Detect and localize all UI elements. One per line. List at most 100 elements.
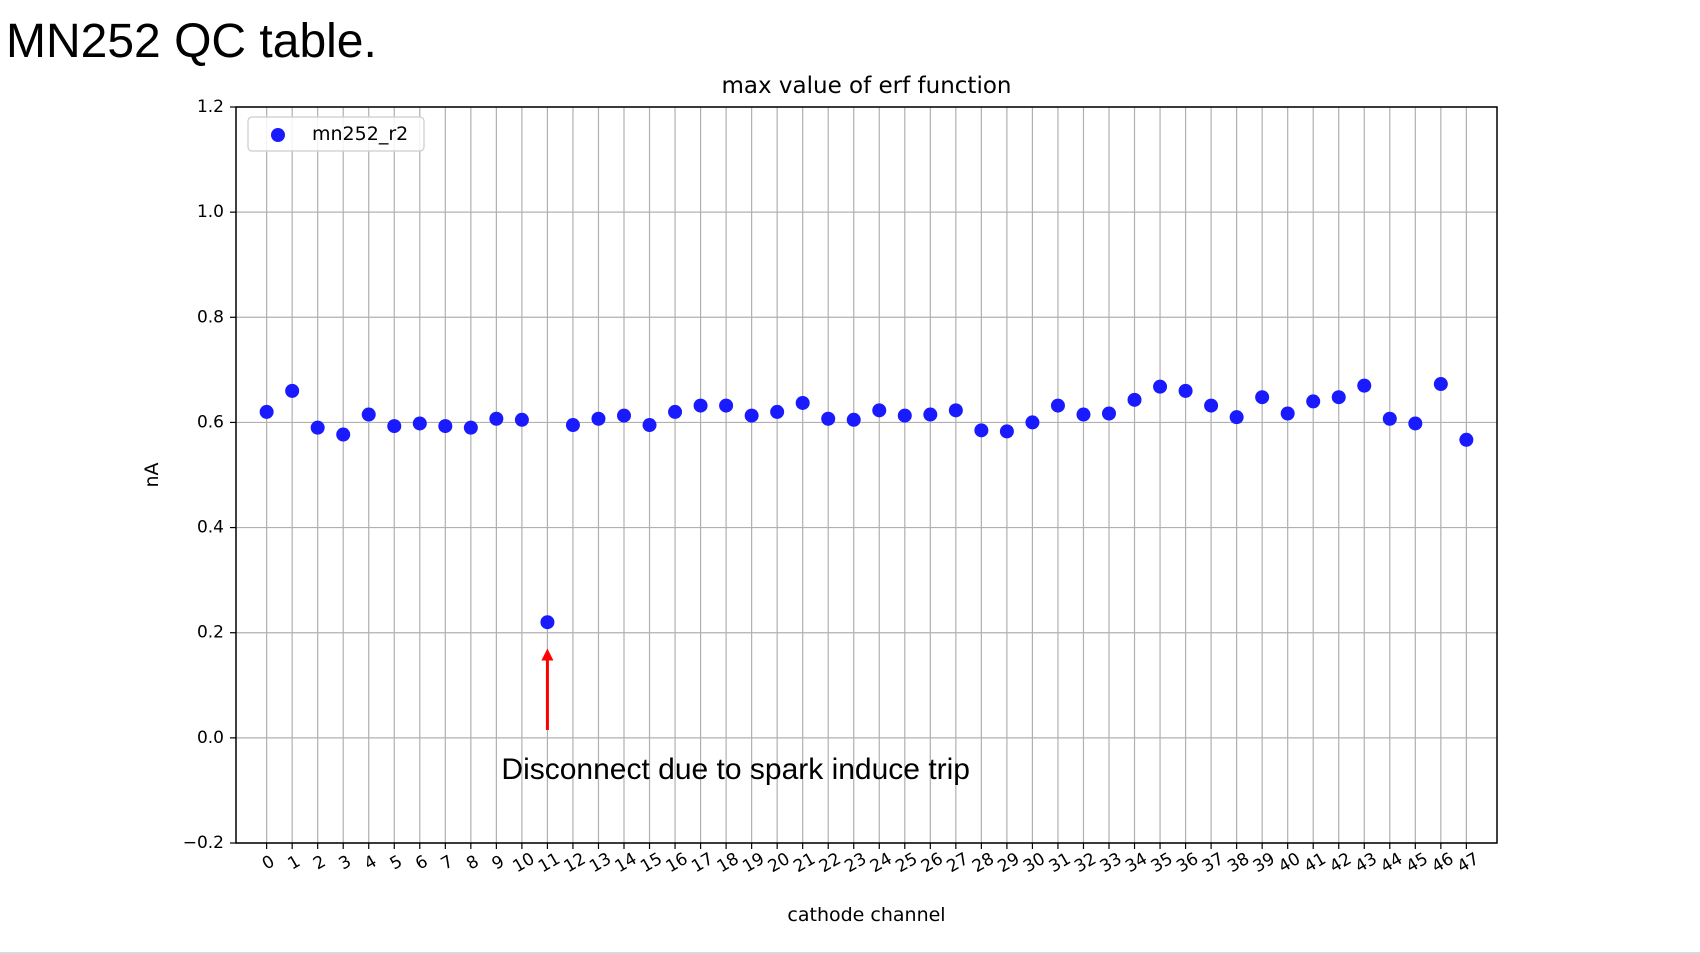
data-point	[463, 420, 478, 435]
x-tick-label: 41	[1301, 849, 1330, 877]
x-tick-label: 37	[1199, 849, 1228, 877]
plot-frame	[235, 106, 1498, 844]
x-tick-label: 13	[586, 849, 615, 877]
y-tick-label: 1.0	[197, 202, 224, 222]
x-tick-label: 27	[943, 849, 972, 877]
data-point	[642, 418, 657, 433]
x-axis: 0 1 2 3 4 5 6 7 8 9 101112131415161718192021222324…	[259, 843, 1483, 877]
x-tick-label: 42	[1326, 849, 1355, 877]
x-tick-label: 7	[438, 852, 457, 875]
data-point	[1382, 411, 1397, 426]
x-tick-label: 6	[412, 852, 431, 875]
data-point	[591, 411, 606, 426]
x-tick-label: 19	[739, 849, 768, 877]
grid	[236, 106, 1497, 844]
x-tick-label: 36	[1173, 849, 1202, 877]
y-tick-label: 0.0	[197, 728, 224, 748]
x-tick-label: 9	[489, 852, 508, 875]
data-points	[259, 377, 1474, 630]
data-point	[872, 403, 887, 418]
x-tick-label: 18	[714, 849, 743, 877]
x-tick-label: 24	[867, 849, 896, 877]
data-point	[1408, 416, 1423, 431]
data-point	[285, 383, 300, 398]
x-tick-label: 8	[463, 852, 482, 875]
legend-box	[247, 116, 425, 152]
data-point	[693, 398, 708, 413]
x-tick-label: 22	[816, 849, 845, 877]
x-tick-label: 4	[361, 852, 380, 875]
data-point	[1229, 410, 1244, 425]
data-point	[1076, 407, 1091, 422]
data-point	[1433, 377, 1448, 392]
x-tick-label: 20	[765, 849, 794, 877]
data-point	[668, 404, 683, 419]
x-tick-label: 15	[637, 849, 666, 877]
data-point	[1357, 378, 1372, 393]
x-tick-label: 11	[535, 849, 564, 877]
x-tick-label: 1	[284, 852, 303, 875]
x-tick-label: 28	[969, 849, 998, 877]
legend-label: mn252_r2	[312, 123, 408, 145]
x-tick-label: 21	[790, 849, 819, 877]
data-point	[1459, 432, 1474, 447]
x-tick-label: 30	[1020, 849, 1049, 877]
x-tick-label: 0	[259, 852, 278, 875]
x-axis-label: cathode channel	[787, 904, 945, 926]
data-point	[387, 419, 402, 434]
data-point	[1204, 398, 1219, 413]
data-point	[310, 420, 325, 435]
x-tick-label: 33	[1097, 849, 1126, 877]
data-point	[974, 423, 989, 438]
data-point	[489, 411, 504, 426]
x-tick-label: 47	[1454, 849, 1483, 877]
y-tick-label: 0.2	[197, 623, 224, 643]
x-tick-label: 23	[841, 849, 870, 877]
data-point	[565, 418, 580, 433]
data-point	[897, 408, 912, 423]
x-tick-label: 32	[1071, 849, 1100, 877]
data-point	[999, 424, 1014, 439]
data-point	[361, 407, 376, 422]
data-point	[336, 427, 351, 442]
data-point	[1306, 394, 1321, 409]
data-point	[617, 408, 631, 423]
y-tick-label: −0.2	[183, 833, 224, 853]
x-tick-label: 35	[1148, 849, 1177, 877]
x-tick-label: 5	[387, 852, 406, 875]
data-point	[821, 411, 836, 426]
data-point	[1280, 406, 1295, 421]
data-point	[770, 404, 785, 419]
data-point	[923, 407, 938, 422]
y-tick-label: 1.2	[197, 97, 224, 117]
x-tick-label: 29	[995, 849, 1024, 877]
x-tick-label: 39	[1250, 849, 1279, 877]
legend-marker	[271, 128, 285, 142]
y-tick-label: 0.4	[197, 518, 224, 538]
x-tick-label: 17	[688, 849, 717, 877]
y-tick-label: 0.8	[197, 307, 224, 327]
data-point	[1153, 379, 1168, 394]
x-tick-label: 16	[663, 849, 692, 877]
slide-bottom-rule	[0, 952, 1700, 954]
data-point	[1050, 398, 1065, 413]
y-axis: −0.2 0.0 0.2 0.4 0.6 0.8 1.0 1.2	[183, 97, 236, 853]
y-tick-label: 0.6	[197, 412, 224, 432]
y-axis-label: nA	[141, 462, 163, 487]
x-tick-label: 44	[1377, 849, 1406, 877]
data-point	[1025, 415, 1040, 430]
data-point	[1255, 390, 1270, 405]
data-point	[719, 398, 734, 413]
data-point	[744, 408, 759, 423]
data-point	[1127, 392, 1142, 407]
data-point	[438, 419, 453, 434]
data-point	[1331, 390, 1346, 405]
data-point	[259, 404, 274, 419]
x-tick-label: 40	[1275, 849, 1304, 877]
x-tick-label: 14	[612, 849, 641, 877]
x-tick-label: 34	[1122, 849, 1151, 877]
slide-title: MN252 QC table.	[6, 15, 377, 68]
data-point	[412, 416, 427, 431]
x-tick-label: 12	[561, 849, 590, 877]
